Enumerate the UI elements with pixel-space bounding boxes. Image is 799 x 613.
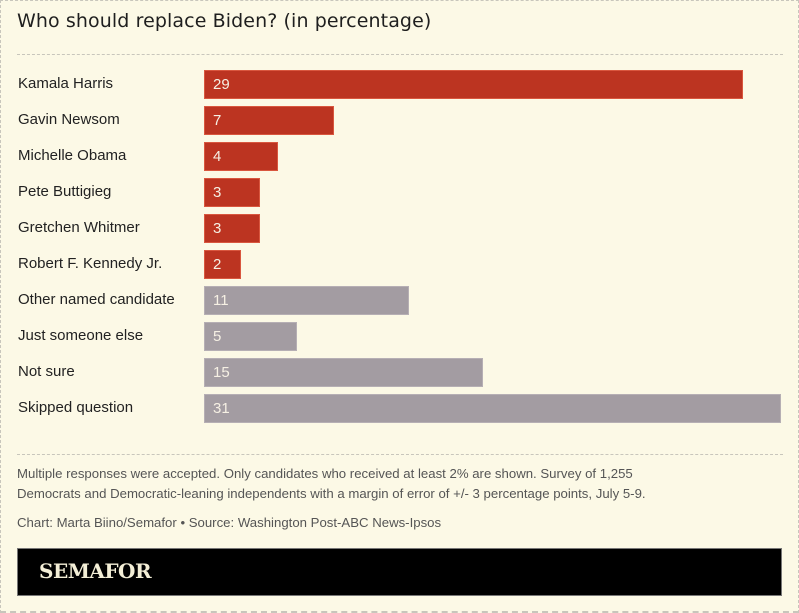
note-line-2: Democrats and Democratic-leaning indepen… — [17, 486, 646, 501]
category-label: Skipped question — [18, 399, 134, 416]
category-label: Robert F. Kennedy Jr. — [18, 255, 163, 272]
bar-value-label: 3 — [213, 220, 222, 237]
notes-divider — [17, 454, 783, 455]
bar: 7 — [204, 106, 334, 135]
bar: 5 — [204, 322, 297, 351]
bar: 29 — [204, 70, 743, 99]
bar-value-label: 11 — [213, 292, 229, 309]
bar-value-label: 2 — [213, 256, 222, 273]
category-label: Just someone else — [18, 327, 144, 344]
category-label: Kamala Harris — [18, 75, 114, 92]
category-label: Gavin Newsom — [18, 111, 120, 128]
bar-value-label: 29 — [213, 76, 230, 93]
semafor-logo: SEMAFOR — [39, 559, 152, 583]
bar-value-label: 5 — [213, 328, 222, 345]
credit-line: Chart: Marta Biino/Semafor • Source: Was… — [17, 515, 442, 530]
bar: 3 — [204, 178, 260, 207]
category-label: Gretchen Whitmer — [18, 219, 140, 236]
brand-banner: SEMAFOR — [17, 548, 782, 596]
title-divider — [17, 54, 783, 55]
bar: 4 — [204, 142, 278, 171]
bar-value-label: 15 — [213, 364, 230, 381]
category-label: Michelle Obama — [18, 147, 127, 164]
bar: 15 — [204, 358, 483, 387]
chart-title: Who should replace Biden? (in percentage… — [17, 10, 432, 32]
note-line-1: Multiple responses were accepted. Only c… — [17, 466, 633, 481]
bar-value-label: 7 — [213, 112, 222, 129]
category-label: Other named candidate — [18, 291, 175, 308]
category-label: Pete Buttigieg — [18, 183, 112, 200]
category-label: Not sure — [18, 363, 75, 380]
bar: 31 — [204, 394, 781, 423]
bar: 2 — [204, 250, 241, 279]
bar-value-label: 31 — [213, 400, 230, 417]
bar-value-label: 4 — [213, 148, 222, 165]
bar-value-label: 3 — [213, 184, 222, 201]
bar: 3 — [204, 214, 260, 243]
bar: 11 — [204, 286, 409, 315]
